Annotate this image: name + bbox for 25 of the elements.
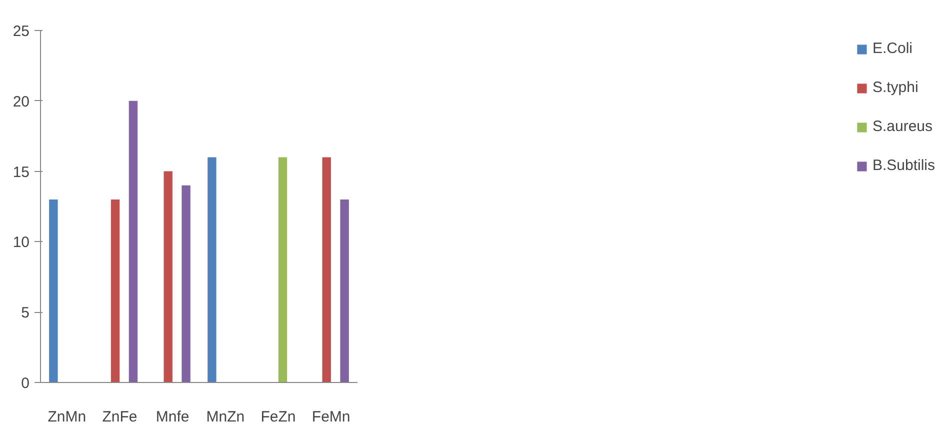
legend-label: S.typhi [872, 79, 918, 96]
y-tick-label: 15 [12, 164, 30, 181]
bar [208, 157, 216, 382]
y-tick-label: 0 [21, 375, 30, 392]
legend-label: S.aureus [872, 118, 933, 135]
x-tick-label: ZnMn [48, 408, 86, 426]
bar [128, 100, 138, 382]
bar [182, 185, 190, 382]
bar [110, 199, 120, 382]
bar [164, 171, 172, 382]
y-tick-label: 10 [12, 234, 30, 252]
legend-label: B.Subtilis [872, 157, 935, 174]
y-tick-label: 25 [12, 23, 30, 40]
bar [340, 199, 349, 382]
legend-label: E.Coli [872, 40, 912, 57]
y-tick-label: 20 [12, 93, 30, 110]
bar [322, 157, 331, 382]
x-tick-label: ZnFe [102, 408, 138, 426]
x-tick-label: Mnfe [156, 408, 190, 426]
x-tick-label: MnZn [206, 408, 245, 426]
bar [278, 157, 288, 382]
x-tick-label: FeMn [312, 408, 350, 426]
x-tick-label: FeZn [260, 408, 296, 426]
bar [49, 199, 58, 382]
y-tick-label: 5 [21, 304, 30, 322]
